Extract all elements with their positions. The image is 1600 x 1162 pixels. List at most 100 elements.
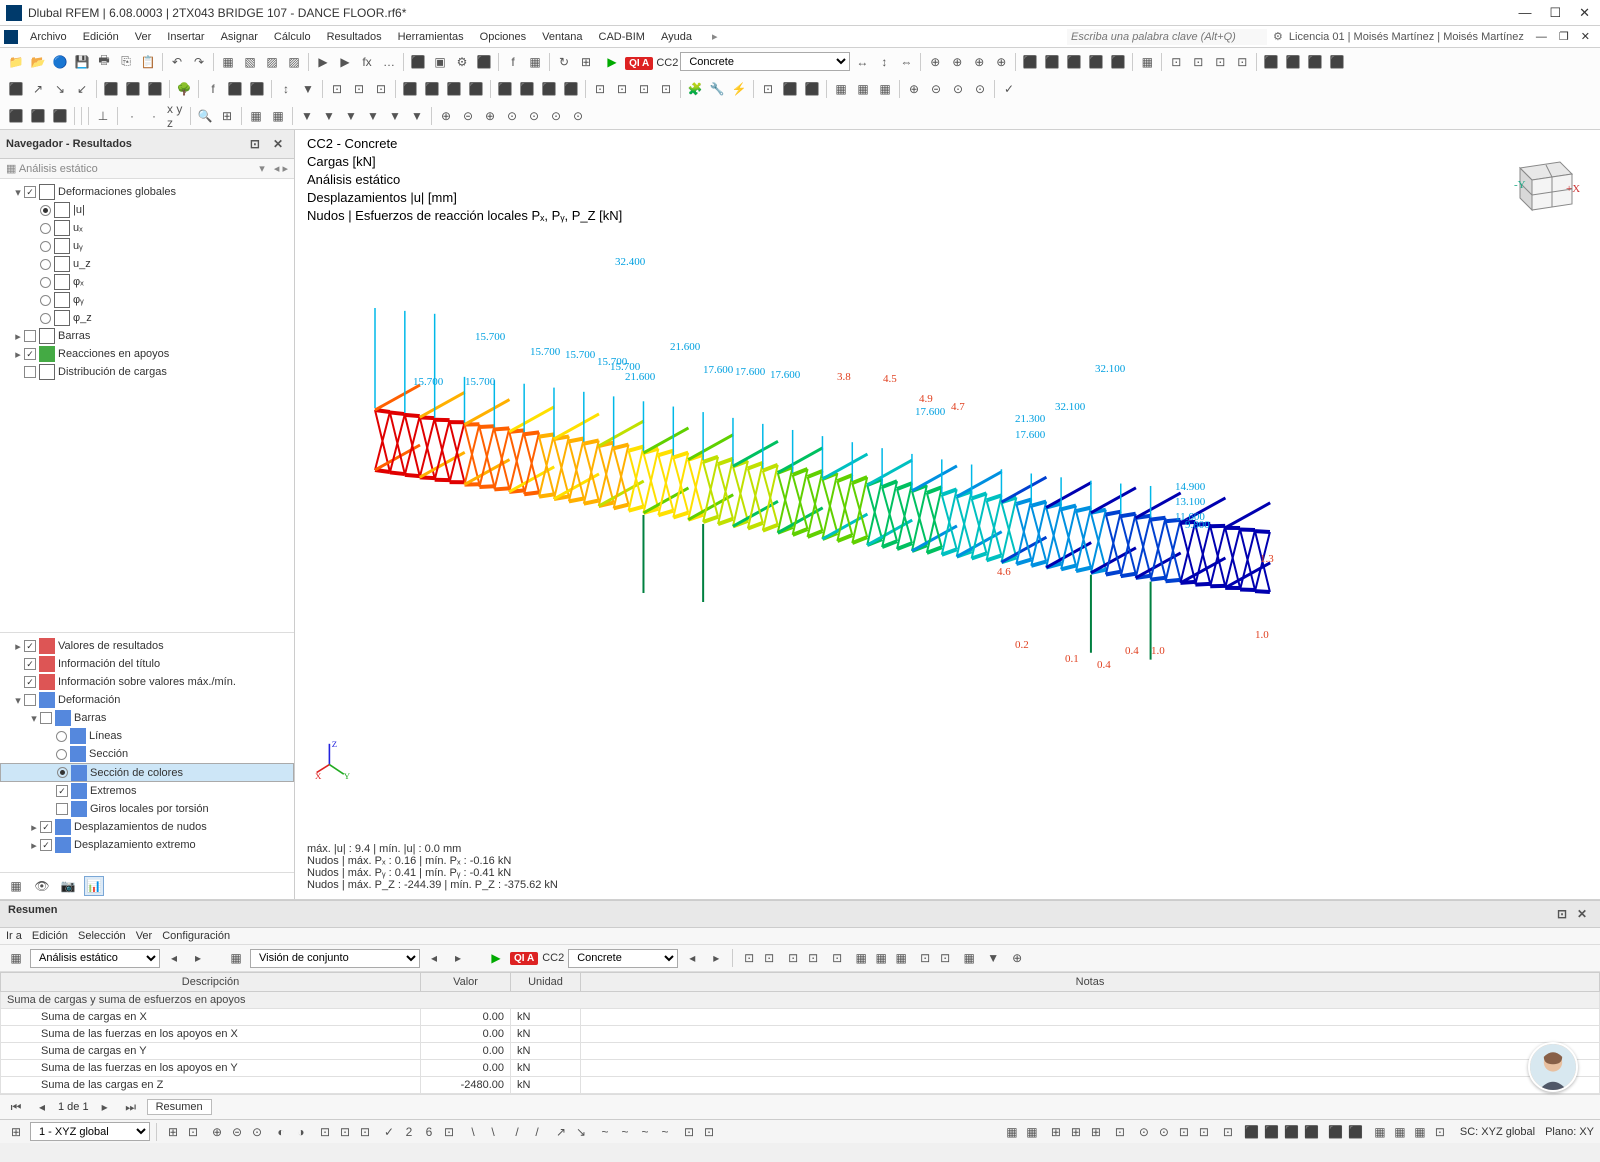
toolbar-button[interactable]: ⊕ xyxy=(904,79,924,99)
status-button[interactable]: ▦ xyxy=(1410,1122,1430,1142)
radio[interactable] xyxy=(40,223,51,234)
toolbar-button[interactable]: ⊝ xyxy=(458,106,478,126)
keyword-search-input[interactable] xyxy=(1067,29,1267,45)
toolbar-button[interactable]: ⬛ xyxy=(1086,52,1106,72)
toolbar-button[interactable]: ⊕ xyxy=(436,106,456,126)
radio[interactable] xyxy=(40,241,51,252)
status-button[interactable]: \ xyxy=(483,1122,503,1142)
tree-row[interactable]: ✓Información del título xyxy=(0,655,294,673)
toolbar-button[interactable]: ⊥ xyxy=(93,106,113,126)
summary-tool-button[interactable]: ▦ xyxy=(959,948,979,968)
status-button[interactable]: ⊞ xyxy=(1046,1122,1066,1142)
checkbox[interactable] xyxy=(56,803,68,815)
lc-play-icon[interactable]: ▶ xyxy=(602,52,622,72)
summary-tool-button[interactable]: ⊕ xyxy=(1007,948,1027,968)
summary-tool-button[interactable]: ⊡ xyxy=(915,948,935,968)
toolbar-button[interactable]: ⬛ xyxy=(50,106,70,126)
checkbox[interactable] xyxy=(24,366,36,378)
sum-next2-button[interactable]: ▸ xyxy=(448,948,468,968)
summary-tool-button[interactable]: ⊡ xyxy=(739,948,759,968)
status-button[interactable]: / xyxy=(527,1122,547,1142)
tree-row[interactable]: Líneas xyxy=(0,727,294,745)
sum-prev3-button[interactable]: ◂ xyxy=(682,948,702,968)
toolbar-button[interactable]: ⊕ xyxy=(925,52,945,72)
tree-row[interactable]: φₓ xyxy=(0,273,294,291)
user-avatar[interactable] xyxy=(1528,1042,1578,1092)
status-button[interactable]: ⊡ xyxy=(1194,1122,1214,1142)
toolbar-button[interactable]: ⊕ xyxy=(991,52,1011,72)
summary-loadcase-select[interactable]: Concrete xyxy=(568,949,678,968)
menu-cálculo[interactable]: Cálculo xyxy=(266,29,319,45)
status-button[interactable]: ~ xyxy=(655,1122,675,1142)
status-button[interactable]: ⊡ xyxy=(679,1122,699,1142)
toolbar-button[interactable]: ↔ xyxy=(852,52,872,72)
toolbar-button[interactable]: ⬛ xyxy=(1327,52,1347,72)
status-button[interactable]: ▦ xyxy=(1390,1122,1410,1142)
inner-minimize-button[interactable]: — xyxy=(1536,31,1547,43)
toolbar-button[interactable]: 📁 xyxy=(6,52,26,72)
summary-row[interactable]: Suma de las fuerzas en los apoyos en X0.… xyxy=(1,1026,1600,1043)
nav-tab-views-icon[interactable]: 📷 xyxy=(58,876,78,896)
toolbar-button[interactable]: ⬛ xyxy=(802,79,822,99)
status-button[interactable]: ⊕ xyxy=(207,1122,227,1142)
expand-icon[interactable]: ▾ xyxy=(28,712,40,725)
toolbar-button[interactable]: ↘ xyxy=(50,79,70,99)
summary-tool-button[interactable]: ⊡ xyxy=(783,948,803,968)
toolbar-button[interactable]: ↶ xyxy=(167,52,187,72)
toolbar-button[interactable]: fx xyxy=(357,52,377,72)
toolbar-button[interactable]: ⬛ xyxy=(1042,52,1062,72)
sum-next-button[interactable]: ▸ xyxy=(188,948,208,968)
status-button[interactable]: ⬛ xyxy=(1262,1122,1282,1142)
radio[interactable] xyxy=(57,767,68,778)
status-button[interactable]: ⊞ xyxy=(163,1122,183,1142)
menu-cad-bim[interactable]: CAD-BIM xyxy=(591,29,653,45)
pager-first-button[interactable]: ⏮ xyxy=(6,1097,26,1117)
status-button[interactable]: ⊡ xyxy=(1174,1122,1194,1142)
expand-icon[interactable]: ▾ xyxy=(12,694,24,707)
summary-row[interactable]: Suma de las fuerzas en los apoyos en Y0.… xyxy=(1,1060,1600,1077)
menu-herramientas[interactable]: Herramientas xyxy=(390,29,472,45)
toolbar-button[interactable]: ⚡ xyxy=(729,79,749,99)
expand-icon[interactable]: ▸ xyxy=(12,330,24,343)
toolbar-button[interactable]: ⬛ xyxy=(1261,52,1281,72)
sum-prev2-button[interactable]: ◂ xyxy=(424,948,444,968)
toolbar-button[interactable]: ▦ xyxy=(1137,52,1157,72)
pager-next-button[interactable]: ▸ xyxy=(95,1097,115,1117)
tree-row[interactable]: ▸✓Reacciones en apoyos xyxy=(0,345,294,363)
toolbar-button[interactable]: ▦ xyxy=(853,79,873,99)
status-view-icon[interactable]: ⊞ xyxy=(6,1122,26,1142)
status-button[interactable]: ⬛ xyxy=(1282,1122,1302,1142)
expand-icon[interactable]: ▾ xyxy=(12,186,24,199)
status-button[interactable]: ▦ xyxy=(1022,1122,1042,1142)
toolbar-button[interactable]: 🖶 xyxy=(94,52,114,72)
pager-last-button[interactable]: ⏭ xyxy=(121,1097,141,1117)
close-button[interactable]: ✕ xyxy=(1579,5,1590,21)
toolbar-button[interactable]: ▼ xyxy=(319,106,339,126)
radio[interactable] xyxy=(40,259,51,270)
expand-icon[interactable]: ▸ xyxy=(12,640,24,653)
toolbar-button[interactable]: ⬛ xyxy=(780,79,800,99)
toolbar-button[interactable]: ▶ xyxy=(335,52,355,72)
toolbar-button[interactable]: ▼ xyxy=(385,106,405,126)
checkbox[interactable]: ✓ xyxy=(24,658,36,670)
toolbar-button[interactable]: ▼ xyxy=(298,79,318,99)
tree-row[interactable]: φᵧ xyxy=(0,291,294,309)
toolbar-button[interactable]: ⬛ xyxy=(101,79,121,99)
nav-cube[interactable]: -Y +X xyxy=(1502,148,1582,220)
sum-next3-button[interactable]: ▸ xyxy=(706,948,726,968)
toolbar-button[interactable]: ⊡ xyxy=(1166,52,1186,72)
status-button[interactable]: ⊞ xyxy=(1086,1122,1106,1142)
summary-analysis-select[interactable]: Análisis estático xyxy=(30,949,160,968)
toolbar-button[interactable]: ⊡ xyxy=(1210,52,1230,72)
toolbar-button[interactable]: ⊡ xyxy=(349,79,369,99)
tree-row[interactable]: u_z xyxy=(0,255,294,273)
toolbar-button[interactable]: ⬛ xyxy=(247,79,267,99)
summary-menu-item[interactable]: Selección xyxy=(78,930,126,942)
status-button[interactable]: ⬛ xyxy=(1302,1122,1322,1142)
status-button[interactable]: ~ xyxy=(635,1122,655,1142)
toolbar-button[interactable]: ⬛ xyxy=(466,79,486,99)
status-button[interactable]: ⊝ xyxy=(227,1122,247,1142)
toolbar-button[interactable]: ⬛ xyxy=(145,79,165,99)
tree-row[interactable]: uᵧ xyxy=(0,237,294,255)
toolbar-button[interactable]: ▨ xyxy=(284,52,304,72)
